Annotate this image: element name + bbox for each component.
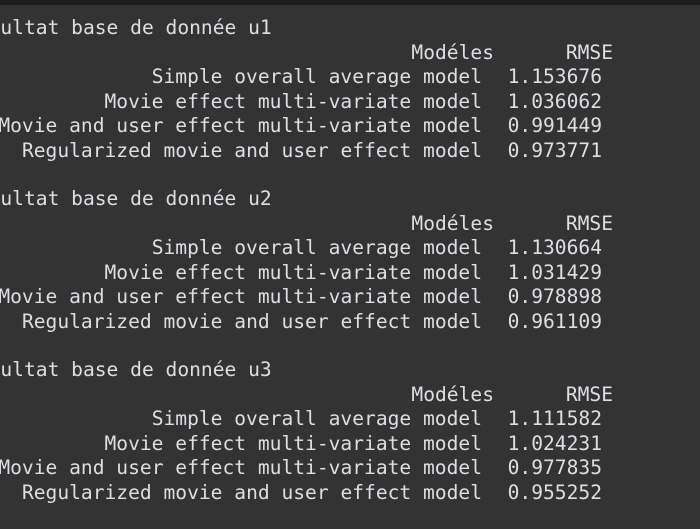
result-block-u1: Résultat base de donnée u1ModélesRMSESim… [0,16,700,187]
rmse-value: 1.153676 [507,65,602,88]
result-block-u2: Résultat base de donnée u2ModélesRMSESim… [0,187,700,358]
result-title: Résultat base de donnée u1 [0,16,272,39]
table-row: Movie and user effect multi-variate mode… [0,456,700,481]
rmse-value: 0.973771 [507,138,602,162]
model-name: Movie effect multi-variate model [104,260,483,284]
model-name: Movie and user effect multi-variate mode… [0,285,482,308]
column-header-model: Modéles [411,40,494,64]
window-top-bar [0,0,700,5]
table-row: Regularized movie and user effect model 0… [0,139,700,164]
table-row: Regularized movie and user effect model 0… [0,481,700,506]
table-row: Movie and user effect multi-variate mode… [0,114,700,139]
rmse-value: 1.036062 [507,89,602,113]
model-name: Simple overall average model [151,407,482,430]
rmse-value: 0.991449 [507,114,602,137]
table-row: Simple overall average model 1.153676 [0,65,700,90]
table-row: Regularized movie and user effect model 0… [0,310,700,335]
model-name: Movie effect multi-variate model [104,431,483,455]
table-row: Movie and user effect multi-variate mode… [0,285,700,310]
rmse-value: 1.111582 [507,407,602,430]
column-header-rmse: RMSE [565,40,613,64]
result-title: Résultat base de donnée u2 [0,187,272,210]
rmse-value: 0.955252 [507,480,602,504]
rmse-value: 0.977835 [507,456,602,479]
table-row: Simple overall average model 1.130664 [0,236,700,261]
rmse-value: 1.024231 [507,431,602,455]
terminal-output: Résultat base de donnée u1ModélesRMSESim… [0,16,700,529]
model-name: Simple overall average model [151,65,482,88]
table-header: Modéles RMSE [0,383,700,408]
column-header-model: Modéles [411,211,494,235]
table-header: Modéles RMSE [0,212,700,237]
model-name: Movie and user effect multi-variate mode… [0,114,482,137]
column-header-rmse: RMSE [565,211,613,235]
column-header-model: Modéles [411,382,494,406]
model-name: Movie and user effect multi-variate mode… [0,456,482,479]
model-name: Regularized movie and user effect model [21,480,482,504]
rmse-value: 1.031429 [507,260,602,284]
rmse-value: 0.961109 [507,309,602,333]
table-row: Simple overall average model 1.111582 [0,407,700,432]
model-name: Regularized movie and user effect model [21,138,482,162]
rmse-value: 0.978898 [507,285,602,308]
model-name: Simple overall average model [151,236,482,259]
result-block-u3: Résultat base de donnée u3ModélesRMSESim… [0,358,700,529]
model-name: Movie effect multi-variate model [104,89,483,113]
model-name: Regularized movie and user effect model [21,309,482,333]
table-row: Movie effect multi-variate model 1.031429 [0,261,700,286]
table-row: Movie effect multi-variate model 1.036062 [0,90,700,115]
result-title: Résultat base de donnée u3 [0,358,272,381]
table-header: Modéles RMSE [0,41,700,66]
column-header-rmse: RMSE [565,382,613,406]
rmse-value: 1.130664 [507,236,602,259]
table-row: Movie effect multi-variate model 1.024231 [0,432,700,457]
